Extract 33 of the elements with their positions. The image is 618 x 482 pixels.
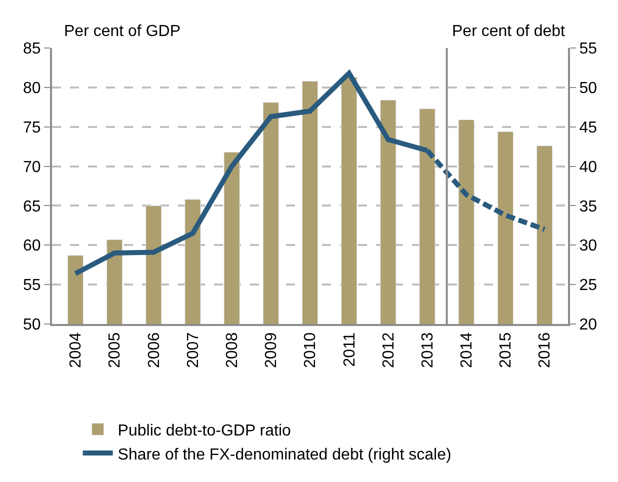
x-tick-label: 2005 [106,332,124,368]
legend-label: Public debt-to-GDP ratio [118,422,292,440]
y2-axis-title: Per cent of debt [452,23,566,40]
legend-label: Share of the FX-denominated debt (right scale) [118,446,452,464]
y-tick-label: 55 [23,277,41,294]
x-tick-label: 2011 [341,332,358,367]
x-tick-label: 2007 [184,332,202,368]
y2-tick-label: 55 [579,40,598,58]
y-tick-label: 80 [23,80,41,98]
y2-tick-label: 35 [579,198,598,216]
y-tick-label: 85 [23,40,41,58]
y-tick-label: 70 [23,158,41,176]
x-tick-label: 2004 [68,332,85,368]
y-axis-title: Per cent of GDP [64,23,180,40]
x-tick-label: 2009 [263,332,280,368]
y2-tick-label: 50 [579,80,598,98]
x-tick-label: 2010 [302,332,320,368]
x-tick-label: 2012 [380,332,398,368]
y-tick-label: 75 [23,119,41,136]
y-tick-label: 60 [23,238,41,255]
y2-tick-label: 40 [579,158,598,176]
y2-tick-label: 45 [579,119,598,136]
x-tick-label: 2013 [419,332,436,368]
y-tick-label: 50 [23,316,41,334]
y2-tick-label: 30 [579,238,598,255]
x-tick-label: 2014 [458,332,476,368]
x-tick-label: 2016 [536,332,554,368]
y2-tick-label: 20 [579,316,598,334]
x-tick-label: 2015 [498,332,515,368]
x-tick-label: 2008 [224,332,242,368]
x-tick-label: 2006 [146,332,163,368]
y-tick-label: 65 [23,198,41,216]
y2-tick-label: 25 [579,277,598,294]
